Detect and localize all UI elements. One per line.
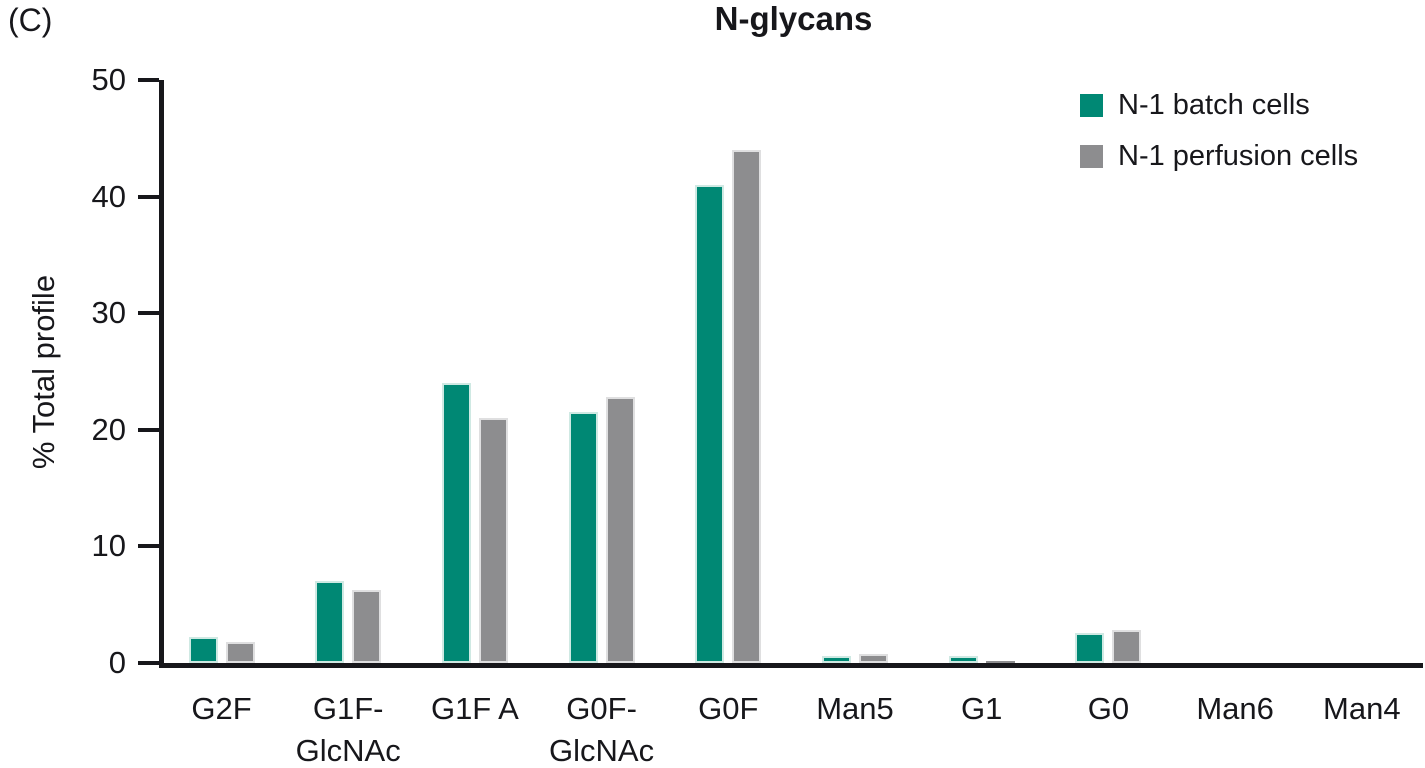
- x-tick-label: G0F: [698, 691, 759, 726]
- legend-label: N-1 perfusion cells: [1118, 139, 1359, 172]
- panel-label: (C): [8, 2, 53, 38]
- y-tick-label: 40: [91, 178, 126, 214]
- x-tick-label: G1: [961, 691, 1003, 726]
- x-tick-label: G0: [1087, 691, 1130, 726]
- y-tick-label: 10: [91, 528, 126, 564]
- y-tick-label: 30: [91, 295, 126, 331]
- y-tick-label: 50: [91, 62, 126, 97]
- y-tick-mark: [138, 78, 159, 82]
- bar: [985, 660, 1015, 663]
- y-tick-mark: [138, 427, 159, 432]
- bar: [948, 656, 978, 663]
- bar: [441, 383, 471, 663]
- bar: [352, 589, 382, 663]
- legend-label: N-1 batch cells: [1118, 88, 1310, 121]
- legend-swatch-icon: [1080, 93, 1103, 117]
- x-tick-label: G2F: [191, 691, 252, 726]
- x-tick-label: Man6: [1196, 691, 1274, 726]
- y-tick-label: 20: [91, 411, 126, 447]
- x-tick-label: G1F A: [430, 691, 519, 726]
- x-tick-label: Man4: [1323, 691, 1401, 726]
- bar: [188, 637, 218, 663]
- bar: [225, 642, 255, 663]
- y-tick-mark: [138, 311, 159, 316]
- bar: [605, 397, 635, 663]
- bar: [859, 653, 888, 663]
- bar: [822, 656, 851, 663]
- x-tick-label: G1F- GlcNAc: [295, 691, 401, 768]
- y-tick-mark: [138, 544, 159, 549]
- bar: [1075, 632, 1105, 663]
- x-tick-label: G0F- GlcNAc: [549, 691, 655, 768]
- bar: [732, 149, 762, 663]
- bar: [1112, 630, 1142, 663]
- bar: [315, 581, 345, 663]
- legend-item: N-1 batch cells: [1080, 84, 1358, 126]
- plot-area: [159, 80, 1423, 668]
- y-tick-mark: [138, 661, 159, 665]
- bar: [568, 412, 598, 663]
- legend-item: N-1 perfusion cells: [1080, 135, 1358, 177]
- legend: N-1 batch cells N-1 perfusion cells: [1080, 84, 1358, 177]
- y-tick-mark: [138, 194, 159, 199]
- bar: [478, 418, 508, 663]
- legend-swatch-icon: [1080, 144, 1103, 168]
- y-tick-label: 0: [108, 645, 126, 680]
- x-tick-label: Man5: [816, 691, 894, 726]
- bar: [695, 184, 725, 663]
- chart-title: N-glycans: [714, 0, 873, 37]
